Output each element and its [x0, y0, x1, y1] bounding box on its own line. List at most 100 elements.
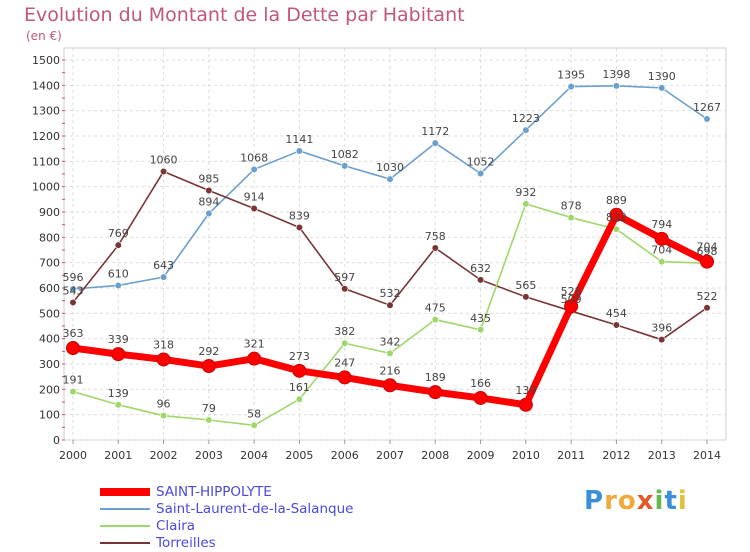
- data-point-claira: [522, 200, 530, 208]
- legend: SAINT-HIPPOLYTE Saint-Laurent-de-la-Sala…: [100, 484, 400, 552]
- data-label-torreilles: 522: [697, 290, 718, 303]
- data-label-torreilles: 597: [334, 271, 355, 284]
- y-tick-label: 1200: [32, 130, 60, 143]
- x-axis-ticks: 2000 2001 2002 2003 2004 2005 2006 2007 2008 2009…: [59, 440, 721, 462]
- data-label-saint-hippolyte: 704: [697, 241, 718, 254]
- data-point-claira: [476, 326, 485, 334]
- data-point-saint-laurent-de-la-salanque: [567, 82, 575, 91]
- data-label-saint-laurent-de-la-salanque: 1395: [557, 69, 585, 82]
- y-tick-label: 1100: [32, 155, 60, 168]
- data-label-torreilles: 454: [606, 307, 627, 320]
- legend-item-torreilles[interactable]: Torreilles: [100, 535, 400, 552]
- data-point-saint-hippolyte: [247, 351, 262, 366]
- data-label-saint-laurent-de-la-salanque: 643: [153, 259, 174, 272]
- data-label-saint-laurent-de-la-salanque: 1223: [512, 112, 540, 125]
- data-point-claira: [114, 401, 122, 409]
- chart-title: Evolution du Montant de la Dette par Hab…: [24, 4, 465, 26]
- data-point-saint-hippolyte: [473, 390, 488, 405]
- data-labels: 596 610 643 894 1068 1141 1082 1030 1172 1052 1223…: [63, 68, 722, 420]
- legend-item-claira[interactable]: Claira: [100, 518, 400, 535]
- data-label-saint-hippolyte: 189: [425, 371, 446, 384]
- data-point-torreilles: [159, 167, 168, 176]
- data-label-saint-hippolyte: 794: [651, 218, 672, 231]
- data-point-saint-hippolyte: [292, 363, 307, 378]
- data-label-saint-hippolyte: 318: [153, 338, 174, 351]
- brand-letter: P: [584, 486, 605, 516]
- data-label-saint-laurent-de-la-salanque: 596: [63, 271, 84, 284]
- data-point-saint-hippolyte: [428, 385, 443, 400]
- data-label-claira: 79: [202, 402, 216, 415]
- y-tick-label: 1500: [32, 54, 60, 67]
- data-point-claira: [341, 339, 349, 347]
- data-point-saint-hippolyte: [518, 397, 533, 412]
- y-tick-label: 600: [39, 282, 60, 295]
- data-point-saint-laurent-de-la-salanque: [205, 209, 213, 218]
- data-point-claira: [69, 388, 77, 396]
- data-point-torreilles: [114, 241, 122, 249]
- data-point-saint-hippolyte: [337, 370, 352, 385]
- legend-label-torreilles: Torreilles: [156, 535, 216, 551]
- y-tick-label: 1300: [32, 105, 60, 118]
- data-label-saint-laurent-de-la-salanque: 1390: [648, 70, 676, 83]
- y-tick-label: 100: [39, 409, 60, 422]
- data-point-claira: [295, 395, 304, 403]
- data-label-saint-laurent-de-la-salanque: 1082: [331, 148, 359, 161]
- plot-frame: [63, 47, 727, 441]
- data-label-saint-laurent-de-la-salanque: 1141: [285, 133, 313, 146]
- x-tick-label: 2012: [602, 449, 630, 462]
- data-label-torreilles: 914: [244, 190, 265, 203]
- data-point-saint-hippolyte: [383, 378, 397, 393]
- data-label-saint-hippolyte: 889: [606, 194, 627, 207]
- data-label-claira: 698: [697, 245, 718, 258]
- data-label-torreilles: 839: [289, 209, 310, 222]
- data-label-saint-laurent-de-la-salanque: 1172: [421, 125, 449, 138]
- data-point-claira: [159, 412, 168, 420]
- x-tick-label: 2002: [150, 449, 178, 462]
- data-point-torreilles: [69, 298, 77, 307]
- brand-letter: x: [636, 486, 655, 516]
- data-point-torreilles: [341, 285, 349, 293]
- data-point-saint-hippolyte: [564, 299, 579, 314]
- proxiti-logo: Proxiti: [584, 486, 688, 516]
- data-point-torreilles: [658, 336, 666, 344]
- x-tick-label: 2001: [104, 449, 132, 462]
- x-tick-label: 2009: [467, 449, 495, 462]
- data-point-claira: [205, 416, 213, 424]
- data-label-saint-hippolyte: 216: [380, 364, 401, 377]
- y-tick-label: 400: [39, 333, 60, 346]
- data-point-saint-laurent-de-la-salanque: [69, 285, 77, 293]
- data-point-claira: [658, 258, 666, 266]
- y-tick-label: 0: [53, 434, 60, 447]
- legend-item-saint-hippolyte[interactable]: SAINT-HIPPOLYTE: [100, 484, 400, 501]
- brand-letter: t: [664, 486, 678, 516]
- data-point-saint-hippolyte: [111, 347, 126, 362]
- data-point-saint-hippolyte: [66, 341, 80, 356]
- data-label-torreilles: 532: [380, 287, 401, 300]
- y-tick-label: 1000: [32, 181, 60, 194]
- data-label-saint-hippolyte: 363: [63, 327, 84, 340]
- data-label-torreilles: 1060: [150, 153, 178, 166]
- data-label-torreilles: 758: [425, 230, 446, 243]
- legend-item-saint-laurent[interactable]: Saint-Laurent-de-la-Salanque: [100, 501, 400, 518]
- data-point-saint-laurent-de-la-salanque: [114, 281, 122, 290]
- data-label-saint-hippolyte: 292: [198, 345, 219, 358]
- data-label-saint-hippolyte: 339: [108, 333, 129, 346]
- data-point-torreilles: [476, 276, 485, 284]
- data-label-claira: 139: [108, 387, 129, 400]
- data-label-saint-laurent-de-la-salanque: 1030: [376, 161, 404, 174]
- data-point-saint-laurent-de-la-salanque: [476, 169, 485, 178]
- data-point-saint-laurent-de-la-salanque: [522, 126, 530, 134]
- series-lines: [66, 82, 714, 429]
- data-label-claira: 342: [380, 335, 401, 348]
- data-label-saint-laurent-de-la-salanque: 894: [198, 196, 219, 209]
- x-tick-label: 2000: [59, 449, 87, 462]
- x-tick-label: 2006: [331, 449, 359, 462]
- data-label-saint-laurent-de-la-salanque: 1267: [693, 101, 721, 114]
- data-label-claira: 58: [247, 407, 261, 420]
- x-tick-label: 2013: [648, 449, 676, 462]
- x-tick-label: 2004: [240, 449, 268, 462]
- x-tick-label: 2003: [195, 449, 223, 462]
- data-label-claira: 704: [651, 244, 672, 257]
